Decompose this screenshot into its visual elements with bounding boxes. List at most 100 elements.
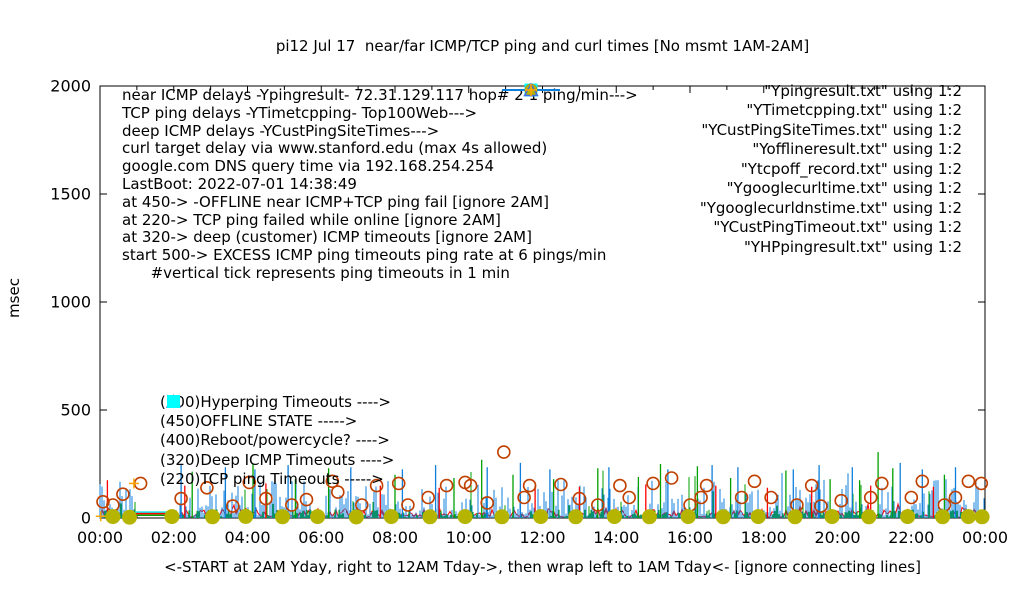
curl-circle-icon [463, 478, 478, 493]
y-tick-label: 1000 [50, 293, 91, 312]
info-line: deep ICMP delays -YCustPingSiteTimes---> [122, 121, 440, 140]
y-tick-label: 1500 [50, 185, 91, 204]
curl-circle-icon [664, 471, 679, 485]
x-tick-label: 12:00 [519, 528, 565, 547]
dns-dot-icon [533, 509, 549, 525]
dns-time-points [105, 508, 990, 525]
x-tick-label: 14:00 [593, 528, 639, 547]
legend-entry: "Ygooglecurltime.txt" using 1:2 [500, 83, 970, 199]
curl-circle-icon [439, 478, 454, 493]
info-line: at 220-> TCP ping failed while online [i… [122, 210, 501, 229]
x-tick-label: 18:00 [741, 528, 787, 547]
dns-dot-icon [275, 509, 290, 525]
legend-plus-icon [525, 84, 537, 96]
annotation-square-filled-icon [167, 395, 180, 408]
dns-dot-icon [310, 509, 326, 525]
legend-entry: "YCustPingTimeout.txt" using 1:2 [500, 82, 970, 238]
curl-circle-icon [863, 490, 878, 505]
legend-entry: "YCustPingSiteTimes.txt" using 1:2 [500, 89, 970, 140]
annotation-text: (450)OFFLINE STATE -----> [160, 412, 358, 431]
annotation-row: (320)Deep ICMP Timeouts ----> [160, 394, 395, 469]
series-spikes-0 [106, 480, 935, 518]
curl-time-points [96, 445, 989, 513]
curl-circle-icon [116, 487, 130, 502]
legend-entry: "Yofflineresult.txt" using 1:2 [500, 83, 970, 160]
legend-label: "YTimetcpping.txt" using 1:2 [746, 101, 962, 120]
annotation-block: (500)Hyperping Timeouts ----> (450)OFFLIN… [160, 392, 394, 489]
annotation-text: (500)Hyperping Timeouts ----> [160, 392, 391, 411]
curl-circle-icon [646, 476, 660, 491]
legend-label: "Ypingresult.txt" using 1:2 [764, 81, 962, 100]
curl-circle-icon [961, 474, 976, 489]
curl-circle-icon [764, 490, 778, 505]
dns-dot-icon [568, 509, 584, 525]
dns-dot-icon [383, 509, 399, 525]
curl-circle-icon [369, 478, 384, 493]
annotation-row: (450)OFFLINE STATE -----> [160, 395, 394, 431]
info-line: at 450-> -OFFLINE near ICMP+TCP ping fai… [122, 192, 549, 211]
dns-dot-icon [715, 509, 731, 525]
dns-dot-icon [935, 509, 951, 525]
info-block: near ICMP delays -Ypingresult- 72.31.129… [122, 86, 638, 283]
dns-dot-icon [960, 509, 976, 525]
curl-circle-icon [590, 498, 605, 512]
dns-dot-icon [205, 509, 220, 525]
curl-circle-icon [401, 498, 415, 512]
dns-dot-icon [750, 509, 766, 525]
legend-label: "Ygooglecurltime.txt" using 1:2 [726, 179, 962, 198]
annotation-text: (320)Deep ICMP Timeouts ----> [160, 450, 395, 469]
legend-label: "YHPpingresult.txt" using 1:2 [743, 237, 962, 256]
curl-circle-icon [834, 493, 849, 508]
curl-circle-icon [284, 498, 299, 512]
curl-circle-icon [613, 478, 627, 493]
curl-circle-icon [974, 476, 989, 491]
x-tick-label: 16:00 [667, 528, 713, 547]
info-line: at 320-> deep (customer) ICMP timeouts [… [122, 228, 532, 247]
x-tick-label: 22:00 [888, 528, 934, 547]
curl-circle-icon [174, 491, 188, 506]
dns-dot-icon [787, 509, 803, 525]
dns-dot-icon [606, 509, 622, 525]
curl-circle-icon [699, 478, 714, 493]
curl-circle-icon [325, 474, 340, 489]
info-line: near ICMP delays -Ypingresult- 72.31.129… [122, 86, 638, 104]
legend-entry: "Ygooglecurldnstime.txt" using 1:2 [500, 84, 970, 218]
info-line: LastBoot: 2022-07-01 14:38:49 [122, 174, 357, 193]
curl-circle-icon [259, 491, 273, 506]
dns-dot-icon [900, 509, 916, 525]
legend-label: "YCustPingSiteTimes.txt" using 1:2 [701, 120, 962, 139]
dns-dot-icon [680, 509, 696, 525]
annotation-row: (400)Reboot/powercycle? ----> [160, 431, 394, 450]
legend: "Ypingresult.txt" using 1:2 "YTimetcpping… [500, 81, 970, 257]
curl-circle-icon [734, 490, 749, 505]
legend-label: "YCustPingTimeout.txt" using 1:2 [713, 218, 962, 237]
series-spikes-1 [191, 452, 946, 518]
info-line: start 500-> EXCESS ICMP ping timeouts pi… [122, 246, 607, 265]
y-tick-label: 500 [60, 401, 91, 420]
curl-circle-icon [694, 490, 708, 505]
legend-entry: "YTimetcpping.txt" using 1:2 [500, 89, 970, 121]
y-tick-label: 0 [81, 509, 91, 528]
curl-circle-icon [522, 478, 537, 493]
curl-circle-icon [915, 474, 930, 489]
curl-circle-icon [874, 476, 889, 491]
curl-circle-icon [622, 490, 637, 505]
dns-dot-icon [457, 509, 473, 525]
curl-circle-icon [747, 474, 762, 489]
curl-circle-icon [904, 490, 919, 505]
curl-circle-icon [354, 498, 369, 512]
x-tick-label: 04:00 [224, 528, 270, 547]
x-tick-label: 00:00 [962, 528, 1008, 547]
legend-label: "Ygooglecurldnstime.txt" using 1:2 [699, 198, 962, 217]
legend-entry: "YHPpingresult.txt" using 1:2 [500, 84, 970, 257]
curl-circle-icon [804, 478, 819, 493]
annotation-row: (220)TCP ping Timeouts -----> [160, 395, 394, 489]
curl-circle-icon [200, 480, 214, 495]
info-line: #vertical tick represents ping timeouts … [122, 263, 510, 282]
x-tick-label: 08:00 [372, 528, 418, 547]
axis-ticks: 0 500 1000 1500 2000 00:00 02:00 04:00 06:00 08:0… [50, 77, 1008, 548]
dns-dot-icon [348, 509, 364, 525]
annotation-row: (500)Hyperping Timeouts ----> [160, 392, 394, 411]
info-line: google.com DNS query time via 192.168.25… [122, 157, 494, 176]
